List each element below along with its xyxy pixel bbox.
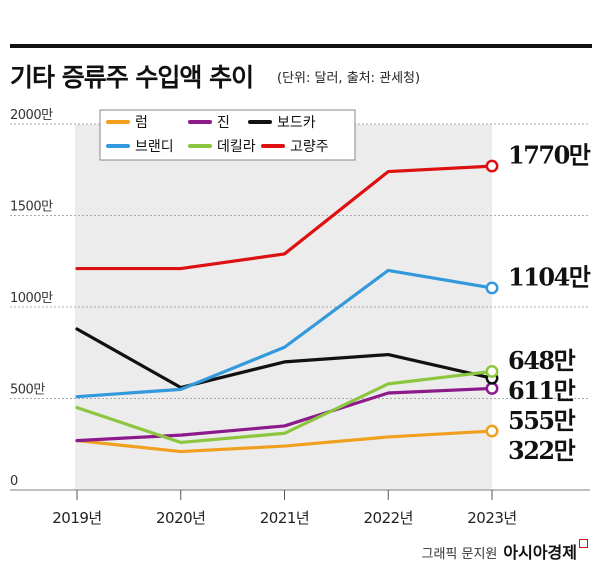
x-tick-label: 2022년: [364, 509, 413, 527]
credit-brand: 아시아경제: [503, 543, 577, 562]
end-value-label: 648만: [508, 346, 576, 375]
legend-label: 럼: [135, 115, 148, 131]
credit-graphic: 그래픽 문지원: [421, 547, 498, 562]
y-tick-label: 2000만: [10, 108, 53, 123]
end-point: [485, 364, 499, 378]
series-line: [75, 327, 494, 390]
series-line: [75, 164, 494, 271]
x-tick-label: 2019년: [52, 509, 101, 527]
series-line: [75, 429, 494, 454]
x-tick-label: 2021년: [260, 509, 309, 527]
end-point: [485, 381, 499, 395]
brand-mark-icon: [579, 539, 588, 548]
end-point: [485, 281, 499, 295]
y-tick-label: 500만: [10, 383, 45, 398]
y-tick-label: 0: [10, 474, 18, 489]
end-point: [485, 424, 499, 438]
credit: 그래픽 문지원 아시아경제: [421, 539, 588, 563]
series-line: [75, 386, 494, 443]
x-tick-label: 2020년: [156, 509, 205, 527]
end-point: [485, 159, 499, 173]
legend-label: 브랜디: [135, 139, 174, 155]
y-tick-label: 1500만: [10, 200, 53, 215]
end-value-label: 1104만: [508, 263, 591, 292]
chart-title: 기타 증류주 수입액 추이: [10, 63, 254, 92]
legend-label: 데킬라: [217, 139, 256, 155]
end-value-label: 611만: [508, 376, 576, 405]
end-value-label: 555만: [508, 406, 576, 435]
series-line: [75, 369, 494, 445]
series-line: [75, 268, 494, 399]
x-tick-label: 2023년: [467, 509, 516, 527]
end-value-label: 322만: [508, 436, 576, 465]
y-tick-label: 1000만: [10, 291, 53, 306]
legend-label: 보드카: [277, 115, 316, 131]
legend-label: 진: [217, 115, 230, 131]
legend-box: [99, 109, 356, 161]
legend-label: 고량주: [290, 139, 329, 155]
end-value-label: 1770만: [508, 141, 591, 170]
unit-note: (단위: 달러, 출처: 관세청): [277, 71, 421, 86]
title-rule: [10, 44, 592, 48]
